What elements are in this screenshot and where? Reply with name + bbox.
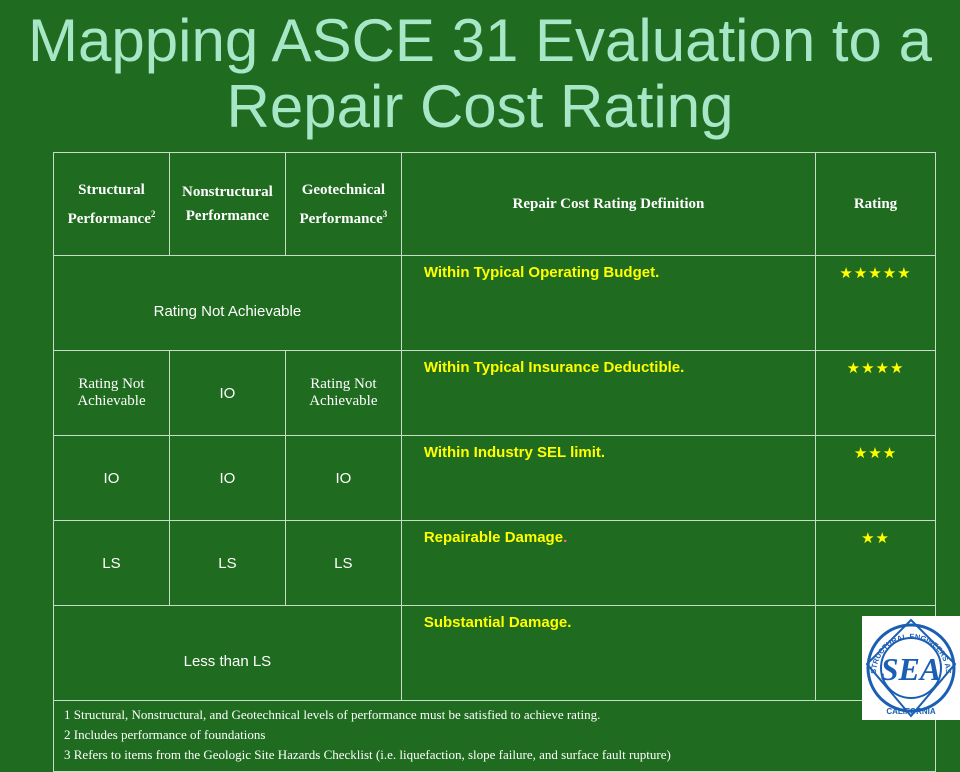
cell-performance-span: Rating Not Achievable xyxy=(53,255,402,351)
cell-nonstructural: IO xyxy=(168,435,286,521)
cell-geotechnical: IO xyxy=(284,435,402,521)
sea-california-logo: STRUCTURAL ENGINEERS ASSOCIATION SEA CAL… xyxy=(862,616,960,720)
logo-letters: SEA xyxy=(881,651,941,687)
table-row: LS LS LS Repairable Damage. ★★ xyxy=(53,520,936,606)
cell-rating-stars: ★★ xyxy=(815,520,936,606)
header-rating: Rating xyxy=(815,152,936,256)
cell-rating-stars: ★★★★ xyxy=(815,350,936,436)
logo-bottom-text: CALIFORNIA xyxy=(886,707,936,716)
footnote-1: 1 Structural, Nonstructural, and Geotech… xyxy=(64,707,601,722)
rating-table: Structural Performance2 Nonstructural Pe… xyxy=(53,152,936,772)
cell-definition: Within Industry SEL limit. xyxy=(400,435,817,521)
cell-performance-span: Less than LS xyxy=(53,605,402,701)
table-row: Rating Not Achievable Within Typical Ope… xyxy=(53,255,936,351)
cell-geotechnical: LS xyxy=(284,520,402,606)
footnotes: 1 Structural, Nonstructural, and Geotech… xyxy=(53,700,936,772)
header-row: Structural Performance2 Nonstructural Pe… xyxy=(53,152,936,256)
header-geotechnical: Geotechnical Performance3 xyxy=(284,152,402,256)
cell-structural: Rating Not Achievable xyxy=(53,350,170,436)
cell-definition: Within Typical Operating Budget. xyxy=(400,255,817,351)
title-line-1: Mapping ASCE 31 Evaluation to a xyxy=(28,7,932,74)
cell-structural: LS xyxy=(53,520,170,606)
cell-definition: Repairable Damage. xyxy=(400,520,817,606)
cell-geotechnical: Rating Not Achievable xyxy=(284,350,402,436)
table-row: Rating Not Achievable IO Rating Not Achi… xyxy=(53,350,936,436)
cell-definition: Substantial Damage. xyxy=(400,605,817,701)
header-nonstructural: Nonstructural Performance xyxy=(168,152,286,256)
cell-nonstructural: IO xyxy=(168,350,286,436)
cell-rating-stars: ★★★ xyxy=(815,435,936,521)
table-row: Less than LS Substantial Damage. ★ xyxy=(53,605,936,701)
cell-structural: IO xyxy=(53,435,170,521)
table-row: IO IO IO Within Industry SEL limit. ★★★ xyxy=(53,435,936,521)
title-line-2: Repair Cost Rating xyxy=(226,73,734,140)
header-definition: Repair Cost Rating Definition xyxy=(400,152,817,256)
footnote-2: 2 Includes performance of foundations xyxy=(64,727,266,742)
cell-definition: Within Typical Insurance Deductible. xyxy=(400,350,817,436)
cell-nonstructural: LS xyxy=(168,520,286,606)
footnote-3: 3 Refers to items from the Geologic Site… xyxy=(64,747,671,762)
footnote-row: 1 Structural, Nonstructural, and Geotech… xyxy=(53,700,936,772)
header-structural: Structural Performance2 xyxy=(53,152,170,256)
slide-title: Mapping ASCE 31 Evaluation to a Repair C… xyxy=(0,8,960,140)
cell-rating-stars: ★★★★★ xyxy=(815,255,936,351)
